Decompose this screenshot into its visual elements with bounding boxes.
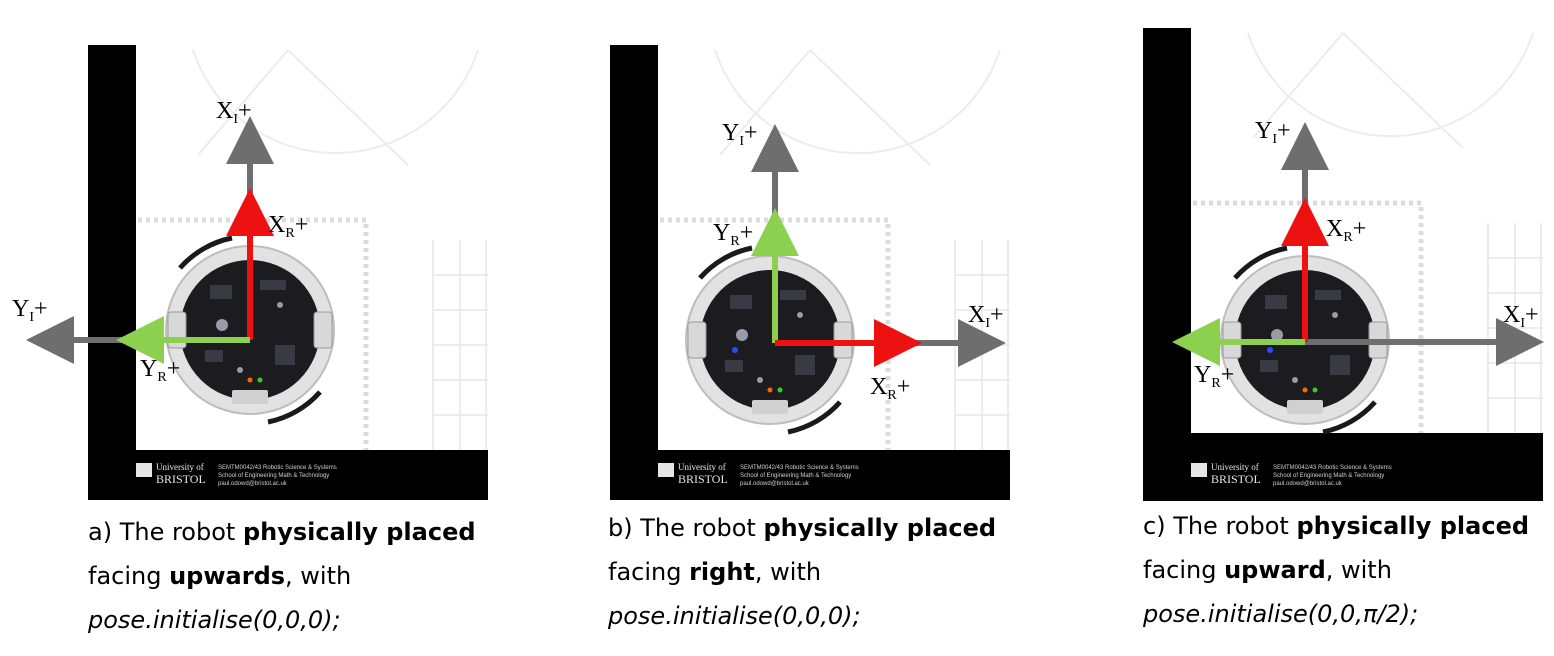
svg-text:School of Engineering Math & T: School of Engineering Math & Technology (740, 473, 851, 479)
svg-text:SEMTM0042/43 Robotic Science &: SEMTM0042/43 Robotic Science & Systems (740, 465, 859, 471)
map-background-b: University of BRISTOL SEMTM0042/43 Robot… (610, 45, 1010, 500)
caption-c-line-1: c) The robot physically placed (1143, 512, 1530, 540)
robot-y-label: YR+ (140, 356, 180, 385)
caption-a-line-1: a) The robot physically placed (88, 518, 476, 546)
svg-text:paul.odowd@bristol.ac.uk: paul.odowd@bristol.ac.uk (1273, 481, 1343, 487)
svg-text:BRISTOL: BRISTOL (1211, 472, 1261, 486)
panel-b: University of BRISTOL SEMTM0042/43 Robot… (610, 45, 1010, 500)
svg-text:paul.odowd@bristol.ac.uk: paul.odowd@bristol.ac.uk (740, 481, 810, 487)
robot-x-label: XR+ (1326, 216, 1366, 245)
svg-text:BRISTOL: BRISTOL (678, 472, 728, 486)
svg-text:University of: University of (1211, 462, 1259, 472)
inertial-x-label: XI+ (1503, 302, 1539, 331)
map-background-a: University of BRISTOL SEMTM0042/43 Robot… (88, 45, 488, 500)
university-logo-icon: University of BRISTOL SEMTM0042/43 Robot… (1191, 462, 1392, 487)
svg-text:SEMTM0042/43 Robotic Science &: SEMTM0042/43 Robotic Science & Systems (1273, 465, 1392, 471)
caption-b: b) The robot physically placed facing ri… (608, 506, 996, 638)
caption-b-code: pose.initialise(0,0,0); (608, 602, 861, 630)
university-logo-icon: University of BRISTOL SEMTM0042/43 Robot… (136, 462, 337, 487)
caption-b-line-2: facing right, with (608, 558, 822, 586)
caption-a: a) The robot physically placed facing up… (88, 510, 476, 642)
caption-c-line-2: facing upward, with (1143, 556, 1392, 584)
inertial-x-label: XI+ (968, 302, 1004, 331)
inertial-y-label: YI+ (12, 296, 48, 325)
caption-c: c) The robot physically placed facing up… (1143, 504, 1529, 636)
svg-text:BRISTOL: BRISTOL (156, 472, 206, 486)
caption-b-line-1: b) The robot physically placed (608, 514, 997, 542)
robot-x-label: XR+ (870, 374, 910, 403)
svg-text:School of Engineering Math & T: School of Engineering Math & Technology (218, 473, 329, 479)
caption-a-code: pose.initialise(0,0,0); (88, 606, 341, 634)
robot-x-label: XR+ (268, 212, 308, 241)
inertial-y-label: YI+ (1255, 118, 1291, 147)
svg-text:SEMTM0042/43 Robotic Science &: SEMTM0042/43 Robotic Science & Systems (218, 465, 337, 471)
svg-text:paul.odowd@bristol.ac.uk: paul.odowd@bristol.ac.uk (218, 481, 288, 487)
map-background-c: University of BRISTOL SEMTM0042/43 Robot… (1143, 28, 1543, 501)
inertial-y-label: YI+ (722, 120, 758, 149)
caption-c-code: pose.initialise(0,0,π/2); (1143, 600, 1419, 628)
svg-text:University of: University of (678, 462, 726, 472)
svg-text:University of: University of (156, 462, 204, 472)
robot-y-label: YR+ (1194, 362, 1234, 391)
caption-a-line-2: facing upwards, with (88, 562, 352, 590)
inertial-x-label: XI+ (216, 98, 252, 127)
panel-c: University of BRISTOL SEMTM0042/43 Robot… (1143, 28, 1543, 501)
university-logo-icon: University of BRISTOL SEMTM0042/43 Robot… (658, 462, 859, 487)
svg-text:School of Engineering Math & T: School of Engineering Math & Technology (1273, 473, 1384, 479)
panel-a: University of BRISTOL SEMTM0042/43 Robot… (12, 45, 488, 500)
robot-y-label: YR+ (713, 220, 753, 249)
